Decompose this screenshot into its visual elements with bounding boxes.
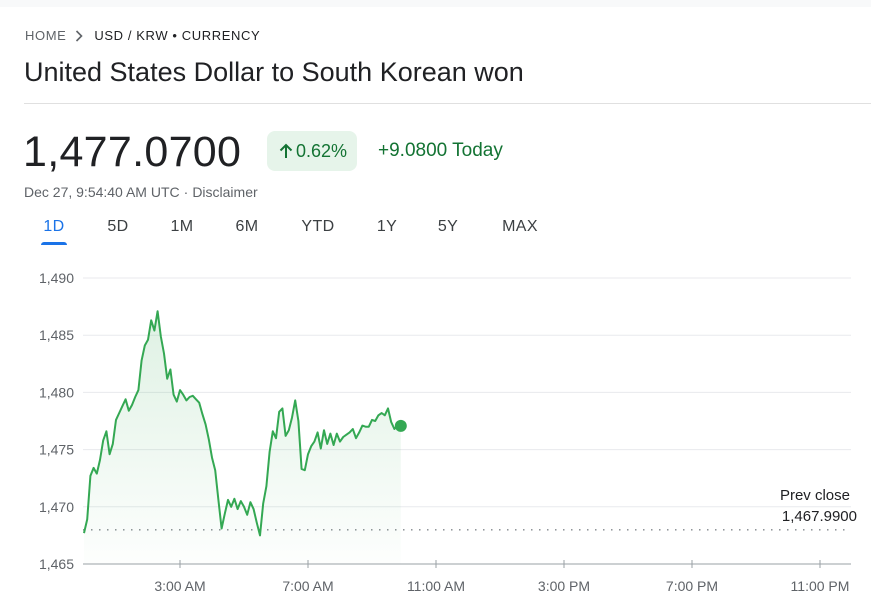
tab-5d[interactable]: 5D [107, 218, 129, 235]
change-percent-badge: 0.62% [267, 131, 358, 171]
tab-1d[interactable]: 1D [43, 218, 65, 235]
price-line [83, 310, 401, 537]
tab-max[interactable]: MAX [502, 218, 538, 235]
price-chart[interactable]: 1,490 1,485 1,480 1,475 1,470 1,465 3:00 AM 7:0… [0, 258, 871, 616]
breadcrumb-home-link[interactable]: HOME [25, 28, 67, 43]
y-tick-label: 1,470 [39, 499, 74, 515]
y-tick-label: 1,485 [39, 327, 74, 343]
prev-close-value: 1,467.9900 [782, 508, 857, 525]
y-tick-label: 1,475 [39, 442, 74, 458]
breadcrumb: HOME USD / KRW • CURRENCY [25, 28, 260, 43]
disclaimer-link[interactable]: Disclaimer [192, 184, 258, 200]
active-tab-indicator [41, 242, 67, 245]
change-percent: 0.62% [296, 140, 348, 161]
current-price: 1,477.0700 [23, 128, 242, 176]
last-price-dot [394, 419, 407, 432]
change-absolute: +9.0800 Today [378, 140, 503, 161]
x-tick-label: 3:00 PM [538, 578, 590, 594]
tab-5y[interactable]: 5Y [437, 218, 459, 235]
header-divider [24, 103, 871, 104]
x-tick-label: 11:00 PM [791, 578, 850, 594]
page-title: United States Dollar to South Korean won [24, 57, 524, 87]
quote-timestamp: Dec 27, 9:54:40 AM UTC · Disclaimer [24, 184, 258, 200]
y-tick-label: 1,465 [39, 556, 74, 572]
tab-1y[interactable]: 1Y [376, 218, 398, 235]
prev-close-label: Prev close [780, 487, 850, 504]
separator-dot: · [183, 184, 189, 200]
breadcrumb-current: USD / KRW • CURRENCY [94, 28, 261, 43]
arrow-up-icon [279, 143, 293, 158]
timestamp-text: Dec 27, 9:54:40 AM UTC [24, 184, 180, 200]
x-tick-label: 11:00 AM [407, 578, 465, 594]
y-tick-label: 1,490 [39, 270, 74, 286]
x-tick-label: 7:00 AM [282, 578, 333, 594]
x-tick-label: 3:00 AM [154, 578, 205, 594]
labels: 1,490 1,485 1,480 1,475 1,470 1,465 3:00 AM 7:0… [39, 270, 857, 594]
x-tick-label: 7:00 PM [666, 578, 718, 594]
series [83, 310, 407, 564]
chevron-right-icon [75, 29, 84, 42]
tab-6m[interactable]: 6M [235, 218, 259, 235]
tab-ytd[interactable]: YTD [301, 218, 335, 235]
price-area-fill [84, 311, 401, 564]
y-tick-label: 1,480 [39, 384, 74, 400]
top-bar [0, 0, 871, 7]
tab-1m[interactable]: 1M [170, 218, 194, 235]
